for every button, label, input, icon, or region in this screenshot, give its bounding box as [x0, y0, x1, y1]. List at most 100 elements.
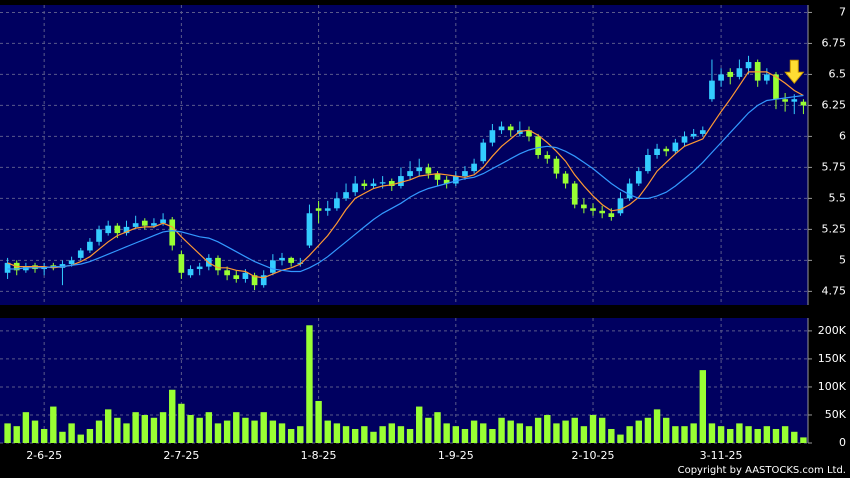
candle-body — [251, 275, 258, 286]
candle-body — [196, 266, 203, 270]
candle-body — [279, 257, 285, 261]
candle-body — [77, 250, 84, 258]
volume-bar — [123, 423, 130, 443]
candle-body — [68, 260, 75, 265]
volume-bar — [104, 409, 112, 443]
candle-body — [407, 171, 413, 177]
volume-bar — [772, 428, 780, 443]
candle-body — [645, 155, 651, 172]
candle-body — [416, 167, 423, 172]
y-tick-label: 7 — [839, 5, 846, 18]
candle-body — [105, 225, 112, 234]
volume-bar — [525, 426, 533, 443]
volume-bar — [653, 409, 661, 443]
volume-bar — [589, 414, 597, 443]
candle-body — [59, 264, 66, 268]
volume-bar — [159, 412, 167, 443]
y-tick-label: 150K — [818, 352, 847, 365]
y-tick-label: 6.5 — [829, 67, 847, 80]
volume-bar — [580, 426, 588, 443]
candle-body — [571, 183, 578, 205]
candle-body — [141, 220, 148, 226]
volume-bar — [470, 420, 478, 443]
candle-body — [791, 99, 798, 102]
volume-bar — [287, 428, 295, 443]
volume-bar — [608, 428, 615, 443]
plot-layer: 4.75 5 5.25 5.5 5.75 6 6.25 6.5 6.75 7 0 50K 100K 150… — [0, 5, 847, 462]
candle-body — [388, 181, 395, 186]
candle-body — [681, 136, 688, 143]
volume-bar — [95, 420, 103, 443]
candle-body — [270, 260, 276, 273]
candle-body — [169, 219, 176, 246]
candle-body — [306, 213, 313, 246]
volume-bar — [178, 403, 185, 443]
volume-bar — [699, 370, 707, 443]
volume-bar — [571, 417, 578, 443]
volume-bar — [425, 417, 432, 443]
candle-body — [782, 99, 788, 102]
volume-bar — [489, 428, 496, 443]
volume-bar — [233, 412, 240, 443]
candle-body — [260, 275, 267, 286]
candle-body — [718, 74, 724, 81]
candle-body — [242, 272, 249, 279]
volume-bar — [333, 423, 341, 443]
volume-bar — [498, 417, 505, 443]
candle-body — [526, 130, 532, 137]
candle-body — [114, 225, 121, 234]
volume-bar — [452, 426, 460, 443]
candle-body — [544, 155, 551, 159]
volume-bar — [132, 412, 139, 443]
volume-bar — [690, 423, 697, 443]
volume-bar — [681, 426, 688, 443]
volume-bar — [781, 426, 789, 443]
volume-bar — [663, 417, 670, 443]
candle-body — [800, 101, 807, 106]
volume-bar — [59, 431, 66, 443]
candle-body — [471, 163, 477, 172]
candle-body — [599, 210, 606, 214]
candle-body — [334, 198, 340, 209]
volume-bar — [406, 428, 414, 443]
x-tick-label: 2-6-25 — [26, 449, 62, 462]
volume-bar — [791, 431, 798, 443]
candle-body — [635, 171, 642, 184]
candle-body — [425, 167, 432, 174]
candle-body — [507, 126, 514, 131]
x-tick-label: 2-7-25 — [163, 449, 199, 462]
volume-bar — [324, 420, 331, 443]
candle-body — [434, 173, 441, 180]
candle-body — [96, 229, 102, 242]
candle-body — [709, 80, 715, 100]
volume-bar — [736, 423, 743, 443]
candle-body — [443, 179, 450, 184]
volume-bar — [708, 423, 716, 443]
volume-bar — [86, 428, 94, 443]
candle-body — [480, 142, 487, 162]
y-tick-label: 5.25 — [822, 222, 847, 235]
volume-bar — [534, 417, 542, 443]
volume-bar — [644, 417, 652, 443]
candle-body — [462, 171, 468, 177]
candle-body — [672, 142, 679, 152]
volume-bar — [31, 420, 39, 443]
volume-bar — [242, 417, 249, 443]
volume-bar — [169, 389, 176, 443]
candle-body — [535, 136, 541, 155]
candle-body — [608, 213, 615, 217]
volume-bar — [40, 428, 48, 443]
y-tick-label: 6.25 — [822, 98, 847, 111]
candle-body — [617, 198, 624, 214]
volume-bar — [315, 400, 322, 443]
volume-bar — [461, 428, 469, 443]
volume-bar — [416, 406, 423, 443]
candle-body — [123, 226, 130, 234]
candle-body — [562, 173, 569, 184]
y-tick-label: 5.5 — [829, 191, 847, 204]
copyright: Copyright by AASTOCKS.com Ltd. — [678, 465, 846, 476]
volume-bar — [114, 417, 121, 443]
candle-body — [663, 148, 670, 152]
volume-bar — [598, 417, 606, 443]
